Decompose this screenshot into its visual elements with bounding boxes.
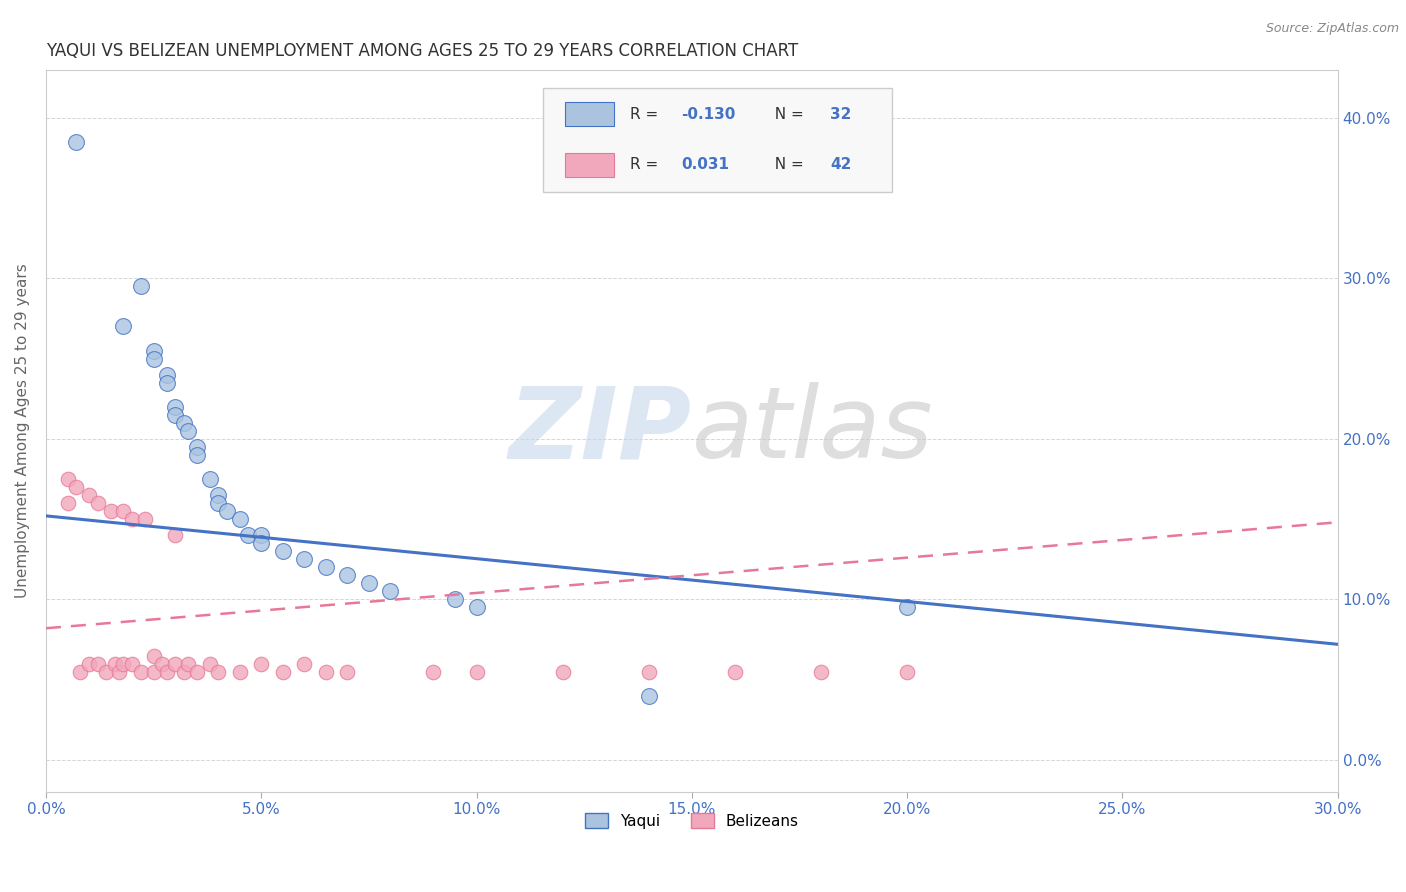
Point — [637, 689, 659, 703]
Text: N =: N = — [765, 157, 808, 172]
Text: atlas: atlas — [692, 383, 934, 479]
Point — [69, 665, 91, 679]
Point — [380, 584, 402, 599]
Text: R =: R = — [630, 157, 664, 172]
Text: 42: 42 — [830, 157, 852, 172]
Point — [422, 665, 444, 679]
Point — [165, 528, 187, 542]
Point — [810, 665, 832, 679]
Point — [292, 552, 315, 566]
Point — [112, 657, 135, 671]
Point — [65, 480, 87, 494]
Point — [121, 657, 143, 671]
Point — [86, 657, 108, 671]
Point — [177, 424, 200, 438]
Point — [165, 408, 187, 422]
Point — [551, 665, 574, 679]
Point — [155, 376, 177, 390]
Point — [173, 416, 195, 430]
Point — [207, 665, 229, 679]
Text: 32: 32 — [830, 106, 852, 121]
Point — [198, 657, 221, 671]
Text: N =: N = — [765, 106, 808, 121]
Point — [112, 504, 135, 518]
Text: YAQUI VS BELIZEAN UNEMPLOYMENT AMONG AGES 25 TO 29 YEARS CORRELATION CHART: YAQUI VS BELIZEAN UNEMPLOYMENT AMONG AGE… — [46, 42, 799, 60]
Point — [96, 665, 118, 679]
Point — [357, 576, 380, 591]
Point — [250, 528, 273, 542]
Point — [177, 657, 200, 671]
Point — [77, 488, 100, 502]
Point — [198, 472, 221, 486]
Point — [336, 568, 359, 582]
Point — [186, 440, 208, 454]
Point — [65, 135, 87, 149]
Point — [228, 512, 250, 526]
Bar — [565, 153, 614, 177]
Text: ZIP: ZIP — [509, 383, 692, 479]
Point — [112, 319, 135, 334]
Point — [186, 665, 208, 679]
Point — [155, 665, 177, 679]
Point — [315, 665, 337, 679]
FancyBboxPatch shape — [543, 87, 891, 193]
Point — [315, 560, 337, 574]
Point — [292, 657, 315, 671]
Point — [142, 351, 165, 366]
Point — [465, 600, 488, 615]
Point — [142, 665, 165, 679]
Point — [86, 496, 108, 510]
Point — [142, 343, 165, 358]
Y-axis label: Unemployment Among Ages 25 to 29 years: Unemployment Among Ages 25 to 29 years — [15, 263, 30, 599]
Point — [165, 400, 187, 414]
Text: -0.130: -0.130 — [682, 106, 735, 121]
Legend: Yaqui, Belizeans: Yaqui, Belizeans — [579, 806, 804, 835]
Point — [77, 657, 100, 671]
Point — [173, 665, 195, 679]
Point — [724, 665, 747, 679]
Point — [271, 665, 294, 679]
Point — [186, 448, 208, 462]
Text: R =: R = — [630, 106, 664, 121]
Point — [207, 488, 229, 502]
Point — [228, 665, 250, 679]
Point — [108, 665, 131, 679]
Point — [100, 504, 122, 518]
Point — [465, 665, 488, 679]
Point — [238, 528, 260, 542]
Point — [207, 496, 229, 510]
Point — [896, 665, 918, 679]
Point — [444, 592, 467, 607]
Point — [896, 600, 918, 615]
Point — [165, 657, 187, 671]
Point — [142, 648, 165, 663]
Point — [271, 544, 294, 558]
Point — [129, 279, 152, 293]
Point — [121, 512, 143, 526]
Point — [215, 504, 238, 518]
Point — [129, 665, 152, 679]
Point — [250, 536, 273, 550]
Text: Source: ZipAtlas.com: Source: ZipAtlas.com — [1265, 22, 1399, 36]
Point — [104, 657, 127, 671]
Point — [155, 368, 177, 382]
Bar — [565, 103, 614, 126]
Point — [150, 657, 173, 671]
Point — [56, 496, 79, 510]
Text: 0.031: 0.031 — [682, 157, 730, 172]
Point — [637, 665, 659, 679]
Point — [250, 657, 273, 671]
Point — [336, 665, 359, 679]
Point — [56, 472, 79, 486]
Point — [134, 512, 156, 526]
